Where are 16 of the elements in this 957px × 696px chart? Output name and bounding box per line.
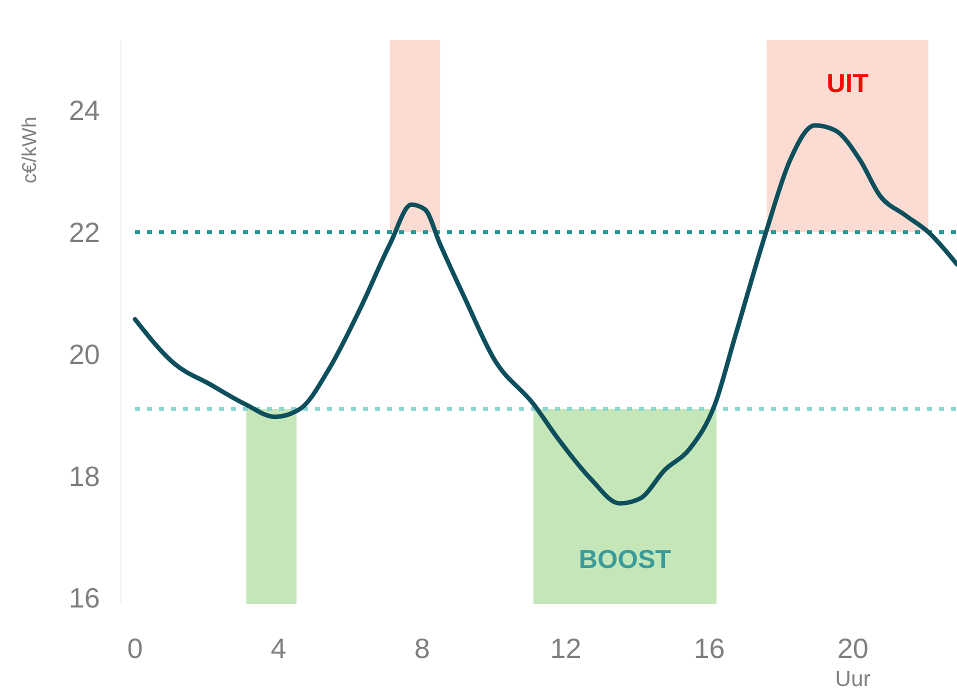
x-tick-label: 16 xyxy=(694,632,725,664)
y-tick-label: 20 xyxy=(68,338,100,370)
y-tick-label: 24 xyxy=(68,94,100,126)
x-tick-label: 0 xyxy=(127,632,143,664)
x-tick-label: 8 xyxy=(414,632,430,664)
band-label: UIT xyxy=(826,68,869,98)
y-tick-label: 16 xyxy=(68,582,100,614)
y-axis-title: c€/kWh xyxy=(19,116,41,184)
x-tick-label: 4 xyxy=(270,632,286,664)
x-tick-label: 12 xyxy=(550,632,582,664)
x-axis-title: Uur xyxy=(835,666,871,691)
y-tick-label: 22 xyxy=(68,216,100,248)
x-tick-label: 20 xyxy=(837,632,868,664)
y-tick-label: 18 xyxy=(68,460,100,492)
band-label: BOOST xyxy=(578,544,672,574)
line-series xyxy=(132,123,957,506)
